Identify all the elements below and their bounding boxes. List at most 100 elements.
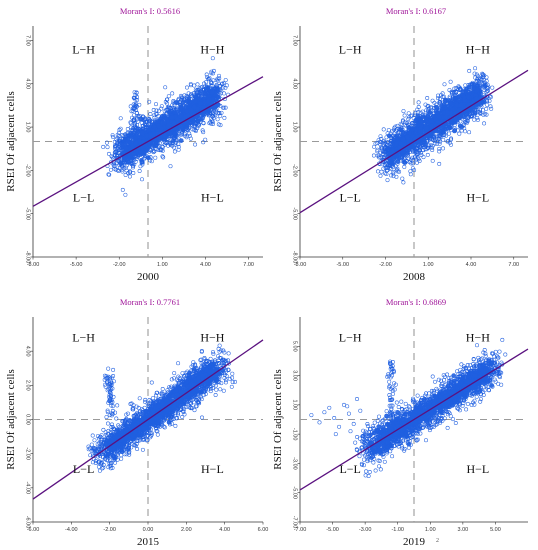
data-point [484,75,489,80]
morans-i-label: Moran's I: 0.6167 [386,6,446,16]
data-point [157,108,161,113]
data-point [436,114,442,120]
x-tick-label: -5.00 [70,262,83,268]
data-point [110,134,115,139]
data-point [154,102,158,107]
data-point [178,105,184,110]
data-point [485,102,489,107]
data-point [146,155,151,161]
data-point [104,140,109,145]
data-point [101,144,106,149]
data-point [170,91,175,96]
data-point [437,149,442,154]
data-point [151,143,157,149]
data-point [447,125,453,131]
data-point [223,105,228,110]
data-point [120,142,125,148]
y-tick-label: 2.00 [25,380,31,391]
data-point [410,126,415,132]
data-point [131,107,136,112]
data-point [172,145,177,150]
data-point [460,93,466,98]
data-point [134,116,139,121]
data-point [127,174,132,179]
data-point [135,447,140,451]
y-tick-label: 7.00 [292,35,298,46]
data-point [185,122,190,127]
data-point [132,121,137,126]
data-point [205,75,210,80]
data-point [159,148,164,152]
data-point [190,127,195,132]
x-tick-label: 4.00 [200,262,211,268]
data-point [385,178,390,183]
data-point [222,350,227,355]
data-point [430,158,435,163]
data-point [416,100,421,105]
x-tick-label: 4.00 [466,262,477,268]
data-point [134,90,139,95]
data-point [114,416,119,421]
data-point [193,93,199,99]
data-point [120,169,125,174]
data-point [211,68,216,73]
data-point [162,120,167,125]
data-point [218,387,223,392]
data-point [216,87,221,93]
data-point [458,102,464,108]
quadrant-label-hl: H−L [466,191,489,205]
data-point [187,133,192,138]
data-point [173,423,178,428]
data-point [130,115,135,120]
data-point [138,164,143,169]
data-point [401,180,406,185]
data-point [463,129,468,134]
data-point [166,109,172,115]
data-point [161,155,166,160]
data-point [201,112,206,118]
x-tick-label: 1.00 [423,262,434,268]
data-point [132,123,137,128]
data-point [212,105,218,110]
x-tick-label: -4.00 [65,527,78,533]
data-point [209,71,214,76]
quadrant-label-ll: L−L [339,191,360,205]
data-point [180,127,186,133]
data-point [475,115,480,120]
data-point [452,96,458,101]
data-point [117,138,122,143]
data-point [216,122,221,127]
data-point [191,104,197,110]
data-point [220,81,225,86]
data-point [208,120,213,125]
y-tick-label: 4.00 [25,78,31,89]
y-tick-label: 1.00 [292,122,298,133]
data-point [135,98,139,102]
x-tick-label: 0.00 [143,527,154,533]
data-point [204,72,209,77]
data-point [406,117,411,121]
data-point [223,85,228,90]
data-point [429,123,435,129]
data-point [116,134,121,138]
data-point [425,152,430,157]
data-point [154,108,159,113]
data-point [381,127,386,132]
data-point [137,138,143,144]
data-point [159,104,164,109]
data-point [89,442,94,447]
data-point [423,126,429,132]
y-tick-label: 4.00 [25,346,31,357]
x-axis-label: 2008 [403,271,426,283]
data-point [113,143,117,148]
data-point [395,153,401,159]
data-point [131,106,136,111]
data-point [117,127,122,132]
data-point [419,153,424,157]
data-point [430,98,435,103]
data-point [144,148,150,153]
data-point [467,84,472,90]
data-point [154,112,159,117]
data-point [137,169,142,173]
data-point [210,119,215,124]
